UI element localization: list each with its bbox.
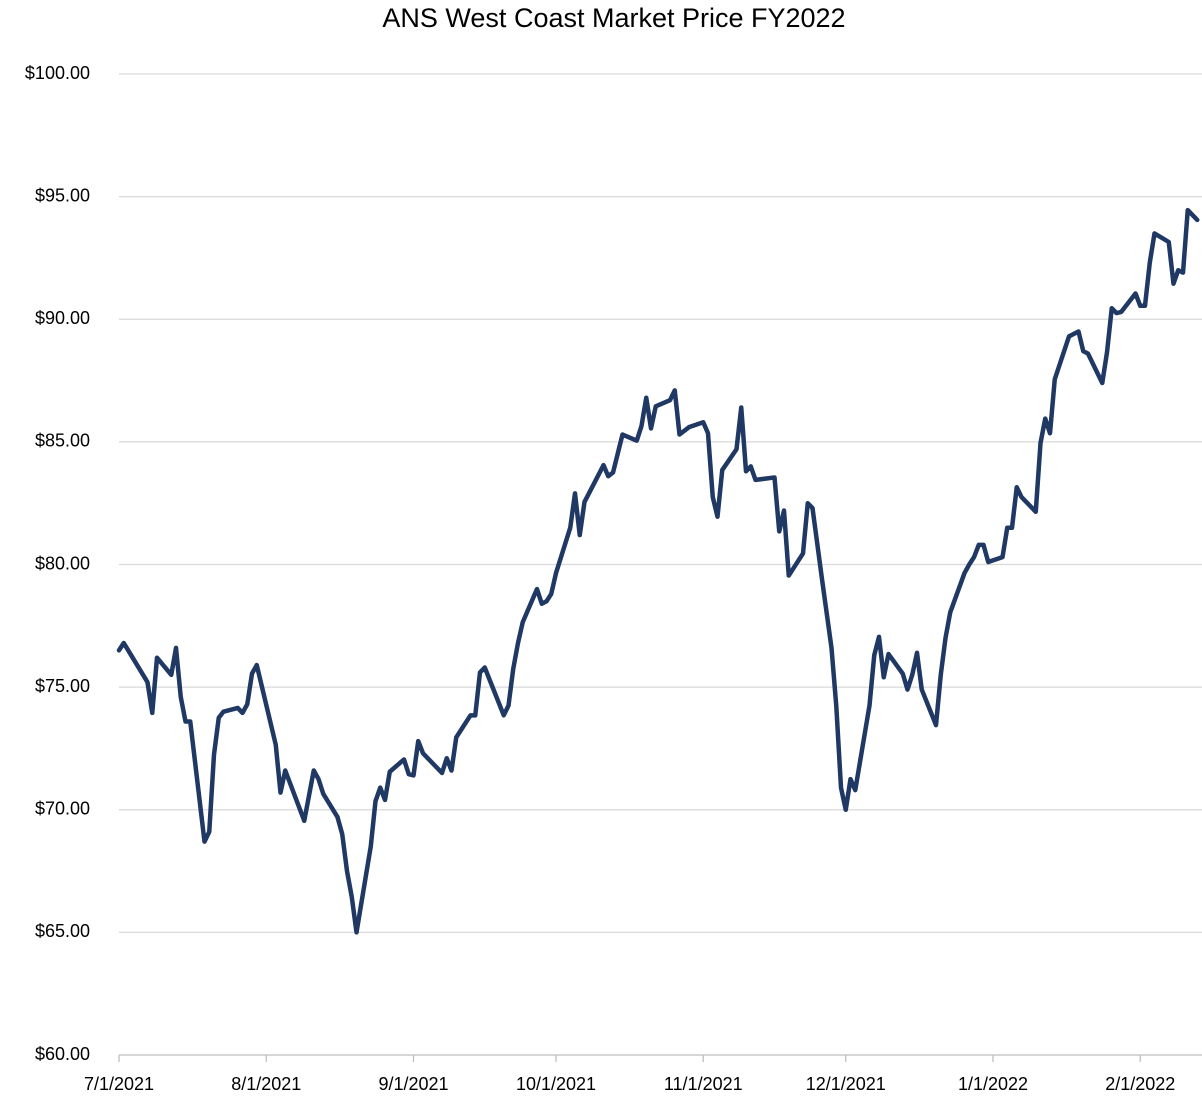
y-tick-label: $60.00 — [35, 1044, 90, 1064]
y-tick-label: $100.00 — [25, 63, 90, 83]
x-tick-label: 7/1/2021 — [84, 1074, 154, 1094]
y-tick-label: $70.00 — [35, 799, 90, 819]
x-tick-label: 11/1/2021 — [664, 1074, 743, 1094]
x-tick-label: 1/1/2022 — [958, 1074, 1028, 1094]
price-line — [116, 207, 1200, 935]
x-tick-label: 12/1/2021 — [806, 1074, 886, 1094]
y-tick-label: $80.00 — [35, 553, 90, 573]
y-tick-label: $65.00 — [35, 921, 90, 941]
y-tick-label: $90.00 — [35, 308, 90, 328]
y-tick-label: $85.00 — [35, 431, 90, 451]
x-tick-label: 8/1/2021 — [231, 1074, 301, 1094]
x-tick-label: 9/1/2021 — [378, 1074, 448, 1094]
chart-title: ANS West Coast Market Price FY2022 — [382, 3, 845, 33]
x-tick-label: 2/1/2022 — [1105, 1074, 1175, 1094]
x-tick-label: 10/1/2021 — [516, 1074, 596, 1094]
y-tick-label: $75.00 — [35, 676, 90, 696]
y-tick-label: $95.00 — [35, 185, 90, 205]
